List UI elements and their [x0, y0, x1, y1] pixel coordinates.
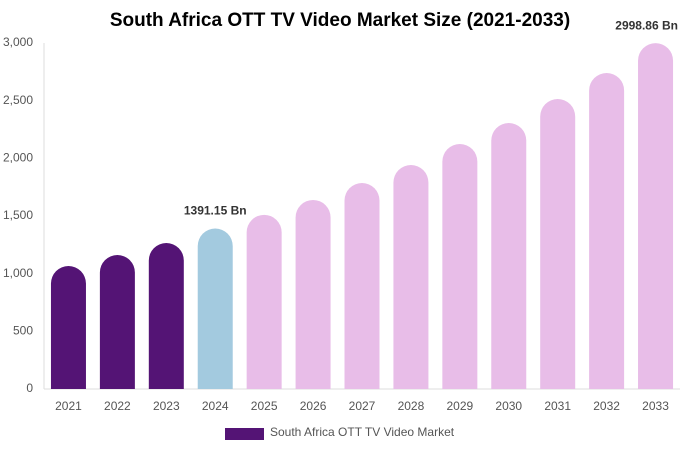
bar [246, 214, 282, 389]
legend-swatch [225, 428, 264, 440]
x-tick-label: 2024 [202, 399, 229, 413]
bar [197, 228, 233, 389]
bar [491, 123, 527, 390]
chart-title: South Africa OTT TV Video Market Size (2… [110, 10, 570, 31]
y-tick-label: 0 [26, 381, 33, 395]
x-tick-label: 2030 [495, 399, 522, 413]
bar [638, 43, 674, 390]
legend-label: South Africa OTT TV Video Market [270, 425, 455, 439]
y-tick-label: 2,000 [3, 151, 33, 165]
y-tick-label: 1,000 [3, 266, 33, 280]
x-tick-label: 2028 [398, 399, 425, 413]
y-tick-label: 500 [13, 324, 33, 338]
x-tick-label: 2023 [153, 399, 180, 413]
bar [442, 144, 478, 389]
y-tick-label: 2,500 [3, 93, 33, 107]
bar [344, 183, 380, 389]
x-tick-label: 2033 [642, 399, 669, 413]
x-tick-label: 2021 [55, 399, 82, 413]
x-tick-label: 2032 [593, 399, 620, 413]
data-label: 1391.15 Bn [184, 204, 247, 218]
x-tick-label: 2025 [251, 399, 278, 413]
bar [589, 72, 625, 389]
bar [99, 254, 135, 389]
bar [540, 99, 576, 389]
bar [50, 266, 86, 389]
x-tick-label: 2031 [544, 399, 571, 413]
bar [393, 165, 429, 389]
data-label: 2998.86 Bn [615, 18, 678, 32]
x-tick-label: 2027 [349, 399, 376, 413]
y-tick-label: 1,500 [3, 208, 33, 222]
x-tick-label: 2026 [300, 399, 327, 413]
x-tick-label: 2029 [446, 399, 473, 413]
x-tick-label: 2022 [104, 399, 131, 413]
bar [295, 199, 331, 389]
y-tick-label: 3,000 [3, 35, 33, 49]
bar [148, 242, 184, 389]
